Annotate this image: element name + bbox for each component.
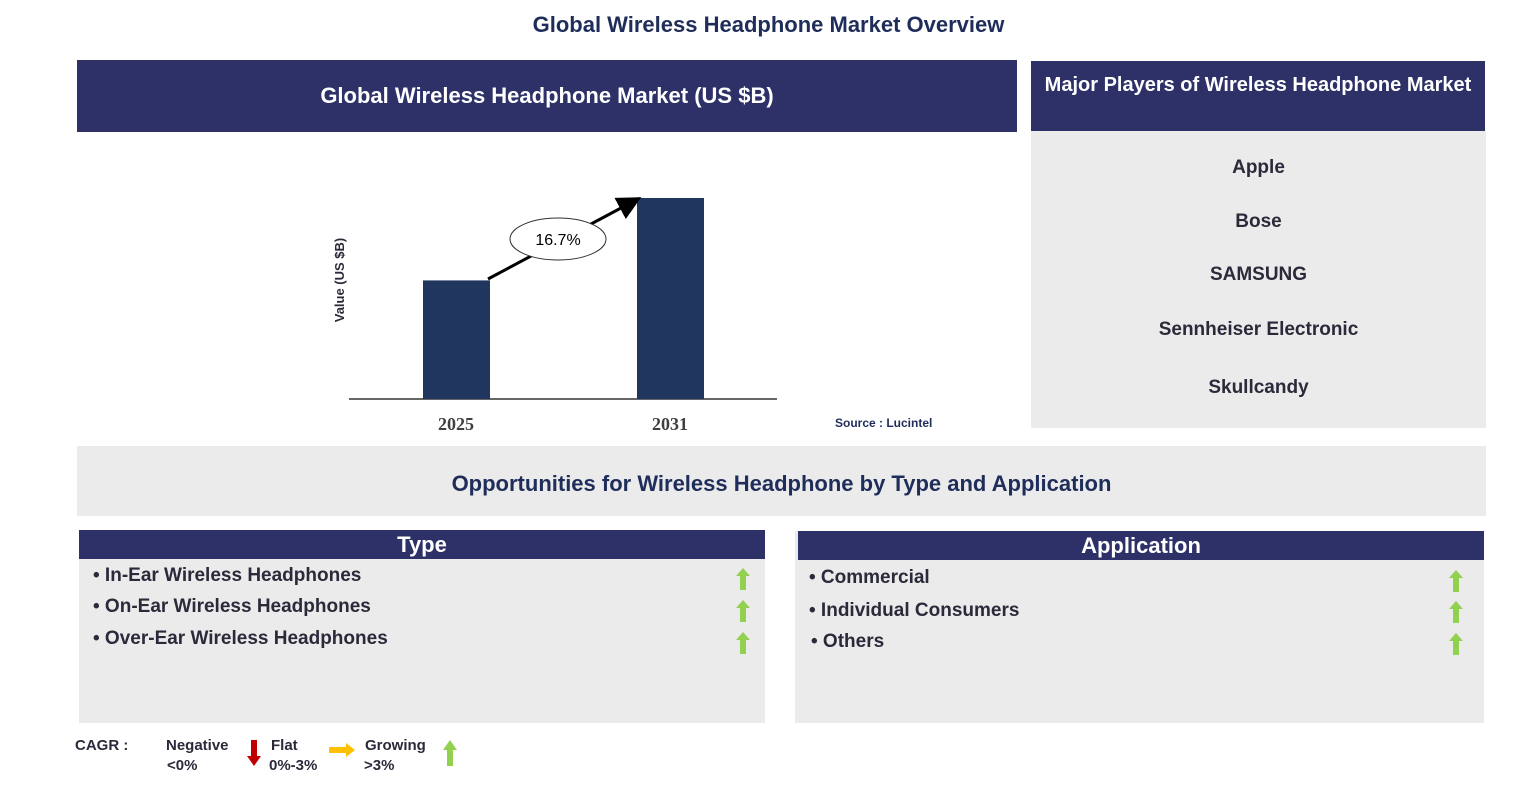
flat-arrow-icon: [329, 743, 355, 757]
legend-growing-range: >3%: [364, 757, 395, 774]
page-title: Global Wireless Headphone Market Overvie…: [532, 12, 1005, 37]
cagr-label: 16.7%: [535, 232, 580, 249]
legend-growing: Growing: [365, 737, 426, 754]
legend-flat-range: 0%-3%: [269, 757, 318, 774]
players-list: Apple Bose SAMSUNG Sennheiser Electronic…: [1031, 131, 1486, 428]
negative-arrow-icon: [247, 740, 261, 766]
growing-arrow-icon: [1449, 633, 1463, 655]
growing-arrow-icon: [736, 568, 750, 590]
bar-2025: [423, 280, 490, 399]
player-item: Apple: [1232, 157, 1285, 178]
source-label: Source : Lucintel: [835, 416, 932, 430]
bar-2031: [637, 198, 704, 399]
player-item: Skullcandy: [1208, 377, 1309, 398]
type-item: • In-Ear Wireless Headphones: [93, 565, 362, 586]
application-item: • Others: [811, 631, 885, 652]
application-item: • Individual Consumers: [809, 600, 1020, 621]
growing-arrow-icon: [736, 632, 750, 654]
opportunities-title: Opportunities for Wireless Headphone by …: [77, 446, 1486, 516]
bar-chart: Value (US $B) 2025 2031 16.7% Source : L…: [332, 197, 932, 434]
growing-arrow-icon: [1449, 570, 1463, 592]
application-panel: Application • Commercial • Individual Co…: [795, 531, 1484, 723]
application-header: Application: [798, 531, 1484, 560]
type-panel: Type • In-Ear Wireless Headphones • On-E…: [79, 530, 765, 723]
growing-arrow-icon: [1449, 601, 1463, 623]
legend-negative: Negative: [166, 737, 229, 754]
type-header: Type: [79, 530, 765, 559]
chart-header: Global Wireless Headphone Market (US $B): [77, 60, 1017, 132]
x-tick-2031: 2031: [652, 414, 688, 434]
type-item: • Over-Ear Wireless Headphones: [93, 628, 388, 649]
x-tick-2025: 2025: [438, 414, 474, 434]
cagr-legend: CAGR : Negative <0% Flat 0%-3% Growing >…: [75, 736, 495, 781]
legend-flat: Flat: [271, 737, 298, 754]
player-item: Bose: [1235, 211, 1282, 232]
player-item: Sennheiser Electronic: [1158, 319, 1359, 340]
player-item: SAMSUNG: [1209, 264, 1308, 285]
cagr-bubble: [509, 217, 607, 261]
application-item: • Commercial: [809, 567, 930, 588]
growing-arrow-icon: [736, 600, 750, 622]
legend-negative-range: <0%: [167, 757, 198, 774]
legend-label: CAGR :: [75, 737, 129, 754]
growing-arrow-icon: [443, 740, 457, 766]
y-axis-label: Value (US $B): [332, 238, 347, 323]
type-item: • On-Ear Wireless Headphones: [93, 596, 371, 617]
players-header: Major Players of Wireless Headphone Mark…: [1031, 61, 1485, 131]
